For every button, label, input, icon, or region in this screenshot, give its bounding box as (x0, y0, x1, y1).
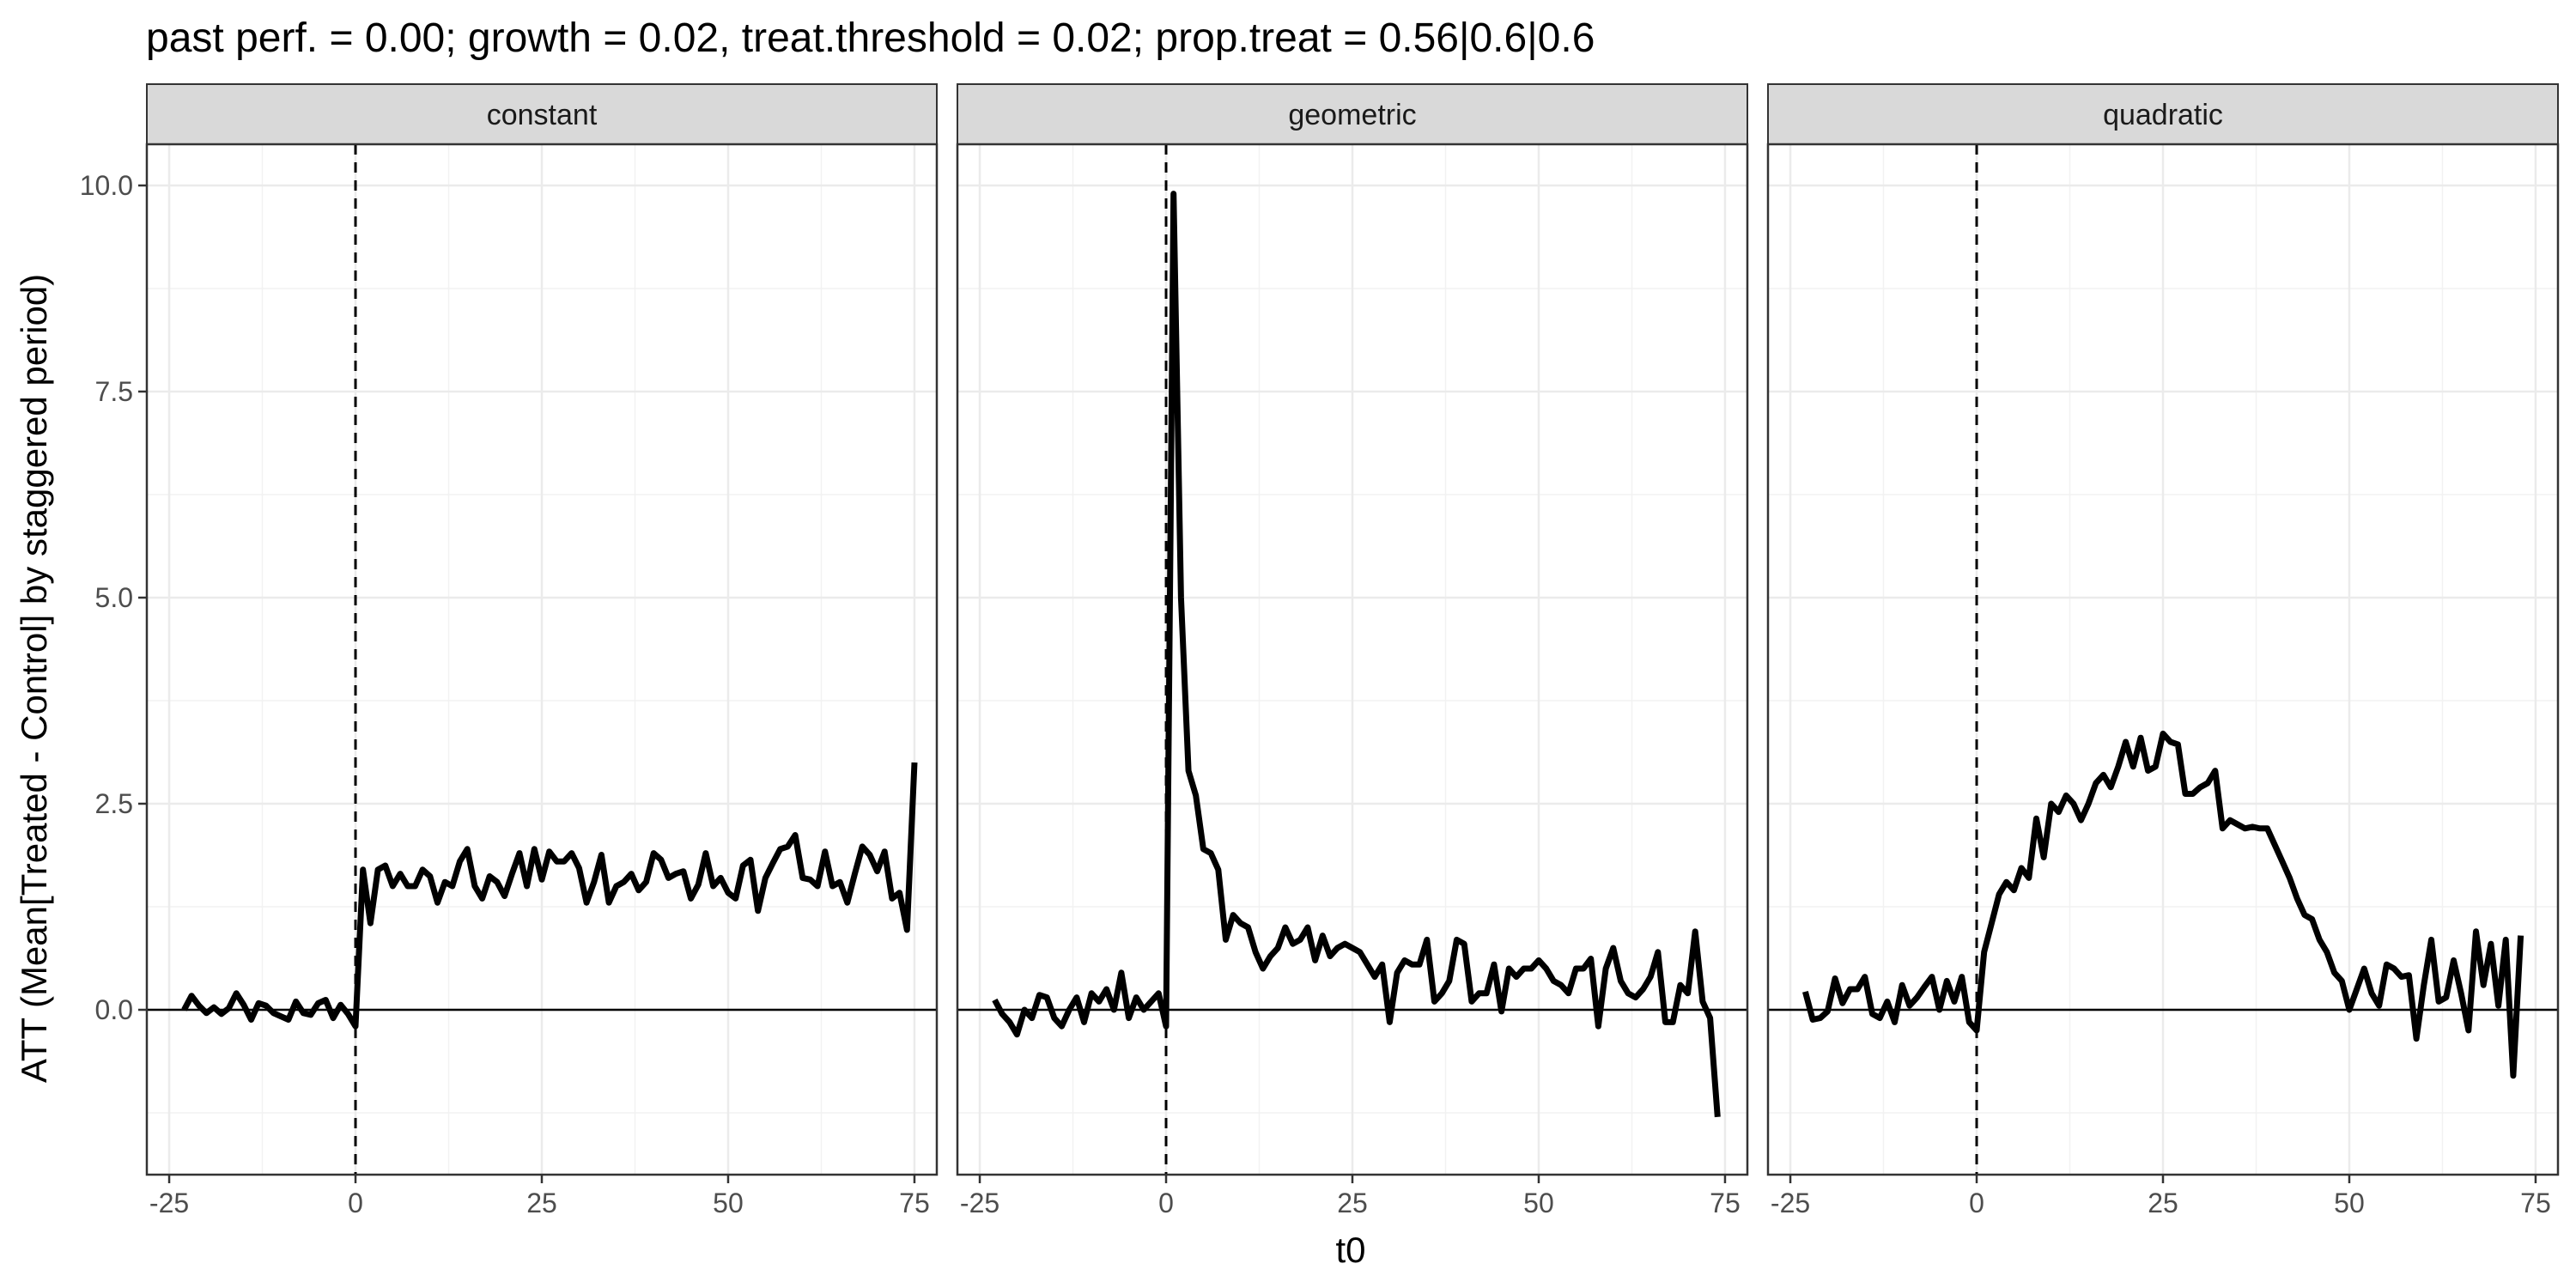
att-series-line (181, 762, 918, 1030)
x-tick-label: 50 (2334, 1188, 2365, 1218)
facet-strip (1767, 83, 2559, 145)
y-tick-label: 10.0 (80, 170, 133, 201)
x-tick-label: 25 (1337, 1188, 1368, 1218)
facet-strip-label: geometric (1288, 99, 1416, 131)
facet-strip (146, 83, 938, 145)
att-series-line (1802, 730, 2524, 1079)
x-tick-label: 75 (2520, 1188, 2551, 1218)
facet-panel-quadratic: quadratic -25 0 25 50 75 (1766, 83, 2560, 1218)
y-axis-title: ATT (Mean[Treated - Control] by staggere… (14, 274, 54, 1083)
facet-strip-label: quadratic (2103, 99, 2223, 131)
y-tick-label: 2.5 (95, 788, 133, 819)
facet-panels: constant -25 0 25 50 75 0.0 2.5 5.0 7.5 10.0 geomet… (80, 83, 2560, 1218)
y-tick-label: 7.5 (95, 376, 133, 407)
x-tick-label: -25 (960, 1188, 999, 1218)
x-tick-label: 0 (1969, 1188, 1984, 1218)
x-tick-label: 50 (1523, 1188, 1554, 1218)
chart-title: past perf. = 0.00; growth = 0.02, treat.… (146, 15, 1595, 61)
x-tick-label: 50 (713, 1188, 744, 1218)
x-tick-label: 75 (1710, 1188, 1741, 1218)
x-tick-label: -25 (149, 1188, 189, 1218)
x-tick-label: -25 (1771, 1188, 1810, 1218)
y-tick-label: 0.0 (95, 994, 133, 1025)
facet-panel-constant: constant -25 0 25 50 75 0.0 2.5 5.0 7.5 10.0 (80, 83, 939, 1218)
x-tick-label: 0 (1158, 1188, 1174, 1218)
facet-panel-geometric: geometric -25 0 25 50 75 (956, 83, 1749, 1218)
facet-strip (957, 83, 1748, 145)
facet-strip-label: constant (487, 99, 598, 131)
y-tick-label: 5.0 (95, 582, 133, 613)
x-tick-label: 0 (348, 1188, 363, 1218)
att-series-line (992, 191, 1721, 1118)
x-axis-title: t0 (1335, 1230, 1365, 1270)
x-tick-label: 75 (899, 1188, 930, 1218)
x-tick-label: 25 (526, 1188, 557, 1218)
x-tick-label: 25 (2148, 1188, 2178, 1218)
